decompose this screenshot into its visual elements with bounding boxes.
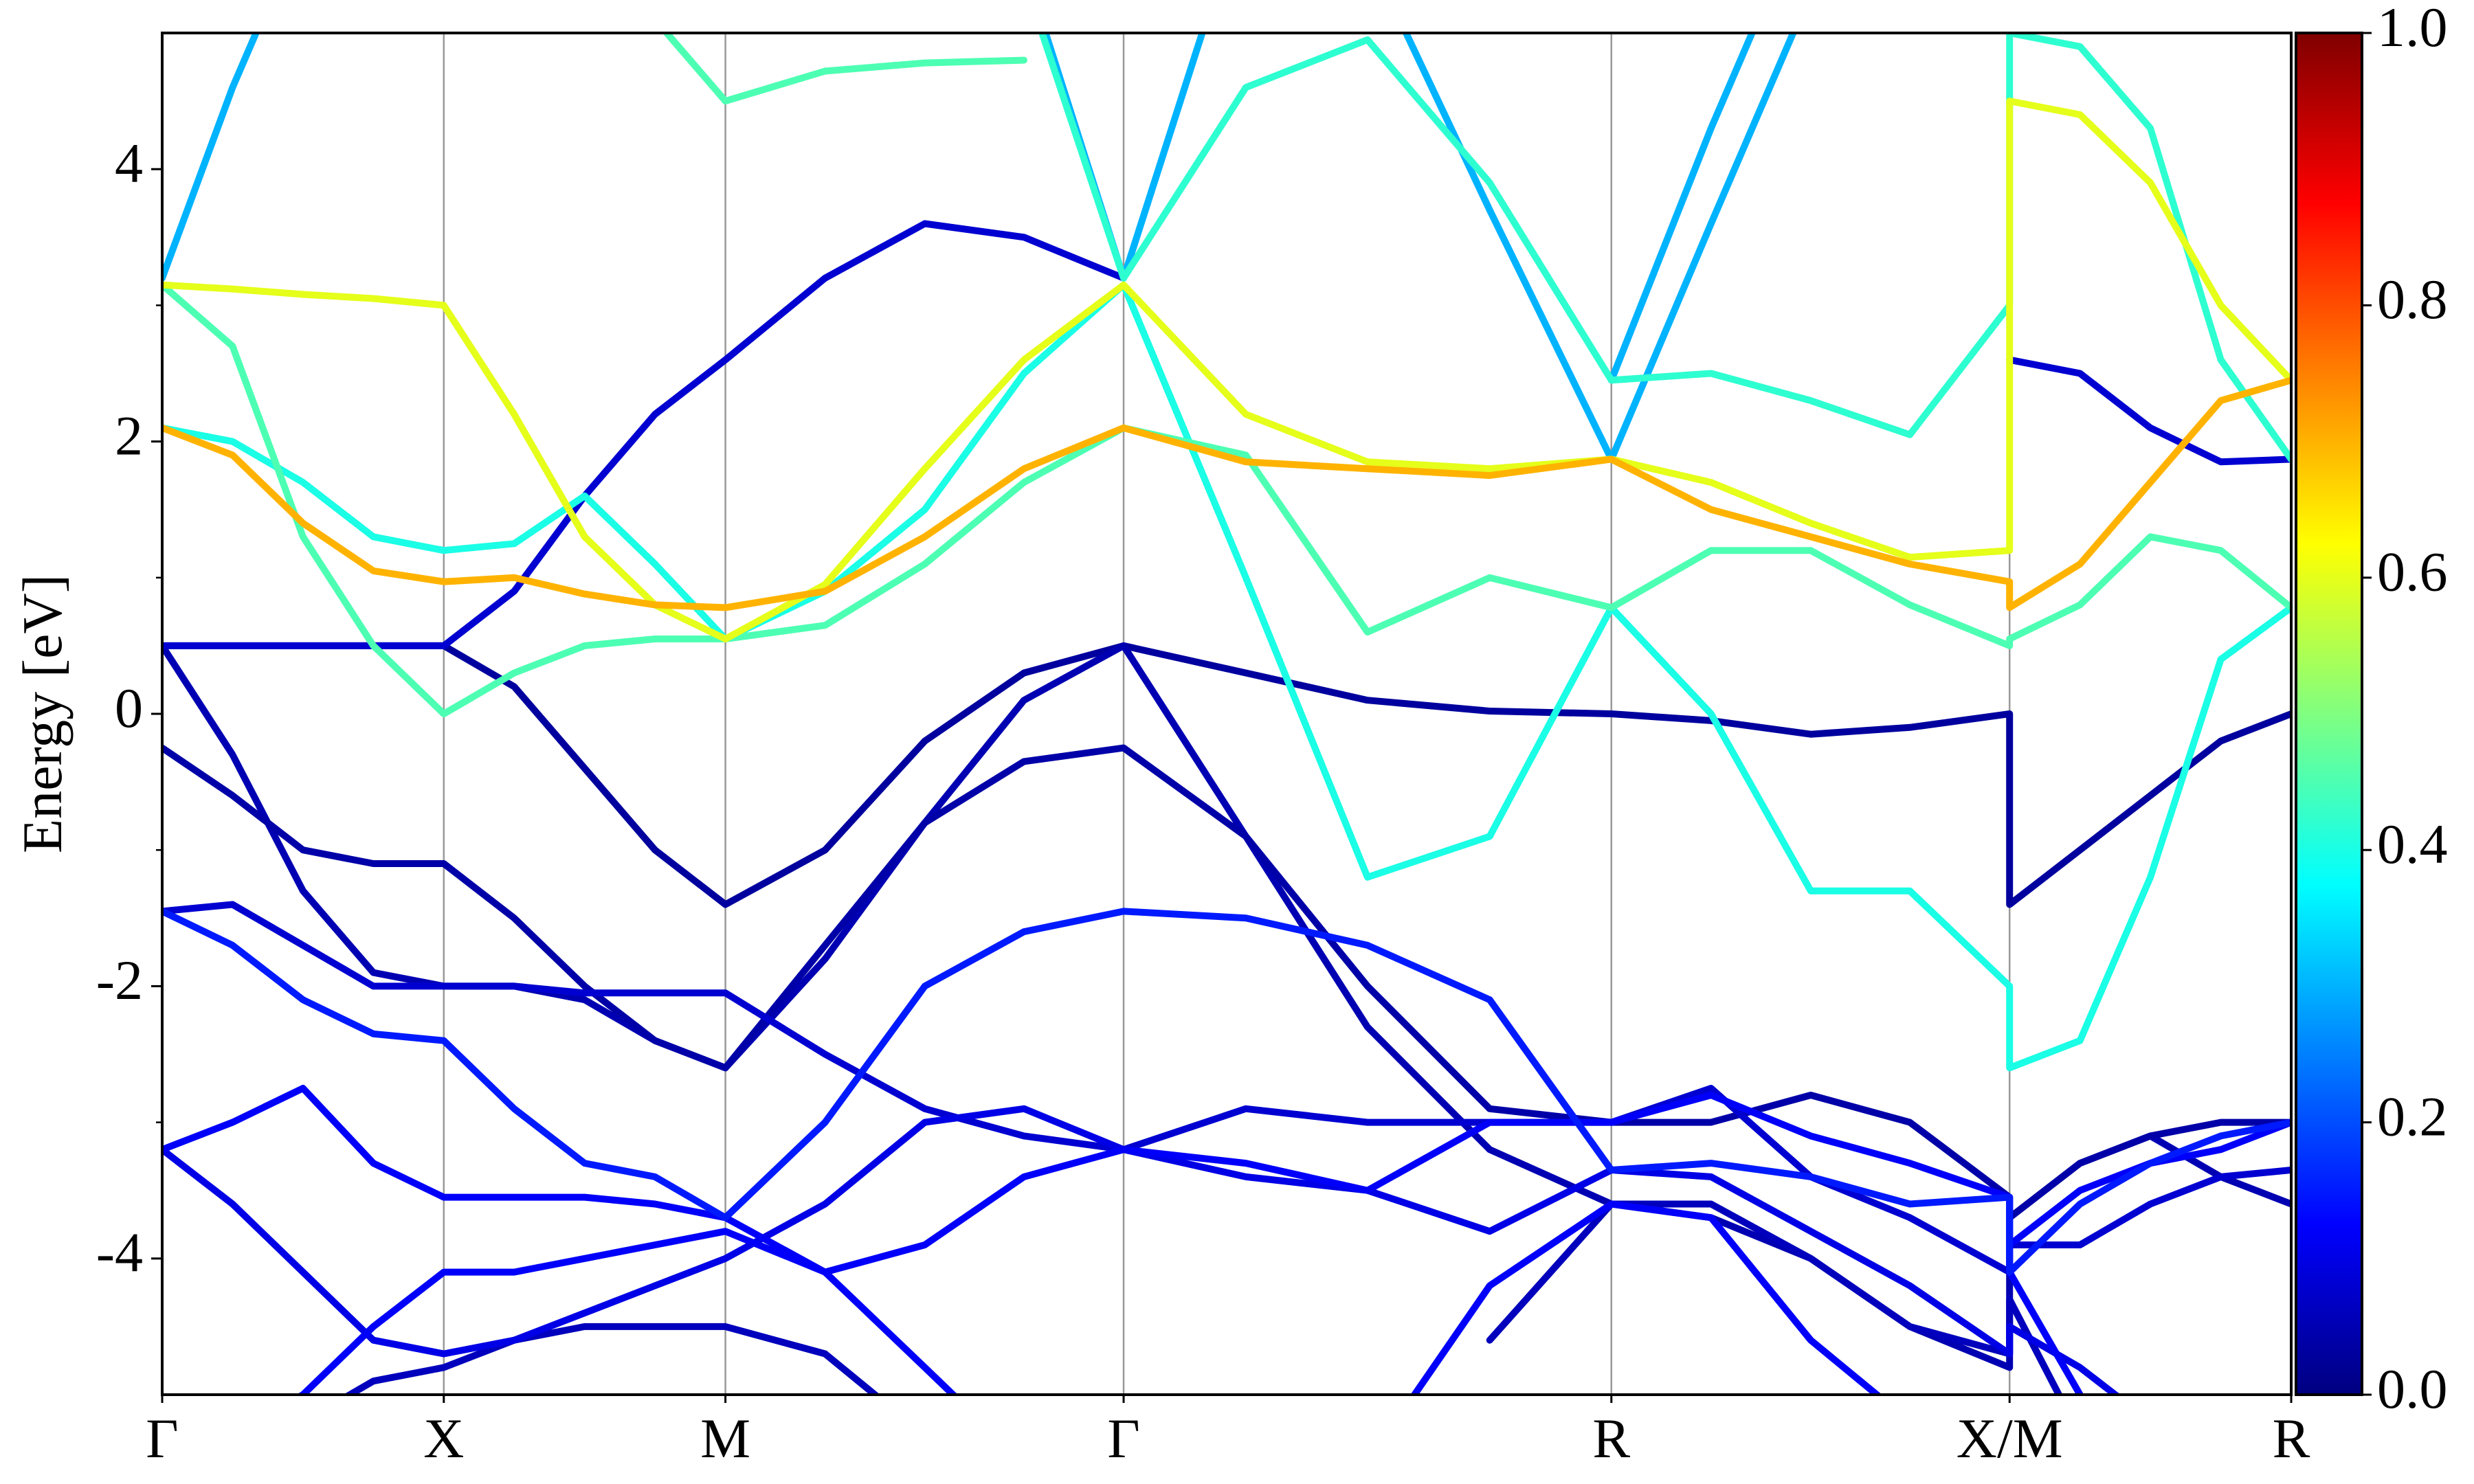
- plot-frame: [161, 32, 2293, 1396]
- y-axis-label: Energy [eV]: [11, 574, 74, 853]
- band-line: [162, 908, 2291, 1276]
- colorbar-tick-label: 1.0: [2377, 0, 2448, 58]
- colorbar-tick-label: 0.2: [2377, 1085, 2448, 1147]
- band-line: [296, 1200, 2084, 1395]
- bands: [162, 33, 2291, 1395]
- band-line: [1607, 33, 1756, 384]
- x-tick-label: M: [700, 1407, 750, 1470]
- y-tick-label: 0: [115, 677, 143, 739]
- band-line: [662, 33, 1027, 105]
- x-tick-label: Γ: [146, 1407, 178, 1470]
- band-line: [162, 376, 2291, 611]
- colorbar-tick-label: 0.4: [2377, 813, 2448, 875]
- x-tick-label: R: [1592, 1407, 1630, 1470]
- colorbar-tick-label: 0.8: [2377, 268, 2448, 330]
- colorbar-tick-label: 0.0: [2377, 1358, 2448, 1420]
- y-tick-label: -2: [96, 949, 143, 1011]
- band-line: [162, 1105, 2121, 1395]
- band-line: [162, 281, 2291, 1072]
- y-tick-label: 4: [115, 132, 143, 194]
- x-tick-label: Γ: [1107, 1407, 1139, 1470]
- x-tick-label: X/M: [1957, 1407, 2063, 1470]
- colorbar: [2295, 32, 2363, 1396]
- band-line: [162, 642, 2291, 1371]
- y-tick-label: -4: [96, 1222, 143, 1284]
- band-line: [1402, 33, 1797, 463]
- band-line: [162, 33, 260, 282]
- axis-layer: Γ X M Γ R X/M R -4 -2 0 2 4 0.0 0.2 0.4 0.6 0.8 1.0: [96, 0, 2448, 1470]
- band-line: [162, 642, 2291, 908]
- band-line: [162, 98, 2291, 642]
- x-tick-label: R: [2273, 1407, 2310, 1470]
- band-line: [162, 901, 2291, 1276]
- grid-layer: [161, 33, 2293, 1395]
- y-tick-label: 2: [115, 404, 143, 466]
- colorbar-tick-label: 0.6: [2377, 541, 2448, 603]
- x-tick-label: X: [423, 1407, 464, 1470]
- band-line: [1038, 33, 2291, 463]
